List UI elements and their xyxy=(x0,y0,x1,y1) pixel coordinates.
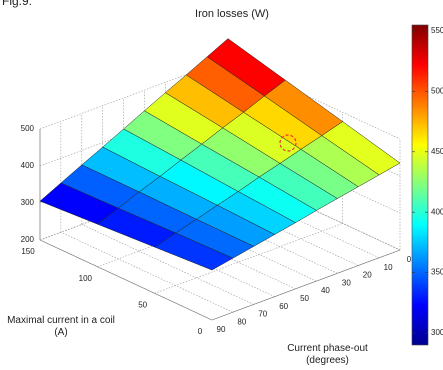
x-tick-label: 60 xyxy=(279,302,288,311)
colorbar-tick-label: 350 xyxy=(431,268,443,277)
colorbar-tick-label: 450 xyxy=(431,147,443,156)
x-tick-label: 70 xyxy=(258,310,267,319)
y-tick-label: 150 xyxy=(21,247,35,256)
x-tick-label: 0 xyxy=(407,255,412,264)
y-tick-label: 0 xyxy=(198,327,203,336)
colorbar xyxy=(411,24,429,346)
chart-title: Iron losses (W) xyxy=(195,8,269,20)
x-tick-label: 30 xyxy=(342,278,351,287)
z-tick-label: 500 xyxy=(21,124,35,133)
z-tick-label: 400 xyxy=(21,161,35,170)
highlight-circle xyxy=(279,134,297,152)
colorbar-tick-label: 300 xyxy=(431,328,443,337)
surface-patch xyxy=(154,232,234,271)
z-tick-label: 200 xyxy=(21,235,35,244)
z-tick-label: 300 xyxy=(21,198,35,207)
x-tick-label: 90 xyxy=(217,325,226,334)
y-tick-label: 100 xyxy=(79,274,93,283)
y-tick-label: 50 xyxy=(138,300,147,309)
colorbar-tick-label: 500 xyxy=(431,87,443,96)
x-tick-label: 10 xyxy=(384,263,393,272)
x-tick-label: 80 xyxy=(237,317,246,326)
grid-line xyxy=(211,249,401,321)
x-tick-label: 40 xyxy=(321,286,330,295)
grid-line xyxy=(39,58,229,130)
colorbar-tick-label: 400 xyxy=(431,207,443,216)
axis-line xyxy=(39,239,213,321)
x-axis-label: Current phase-out (degrees) xyxy=(287,343,368,366)
caption: Fig.9: xyxy=(2,0,32,8)
x-tick-label: 50 xyxy=(300,294,309,303)
colorbar-tick-label: 550 xyxy=(431,26,443,35)
x-tick-label: 20 xyxy=(363,271,372,280)
grid-line xyxy=(154,223,343,294)
y-axis-label: Maximal current in a coil (A) xyxy=(7,315,115,338)
